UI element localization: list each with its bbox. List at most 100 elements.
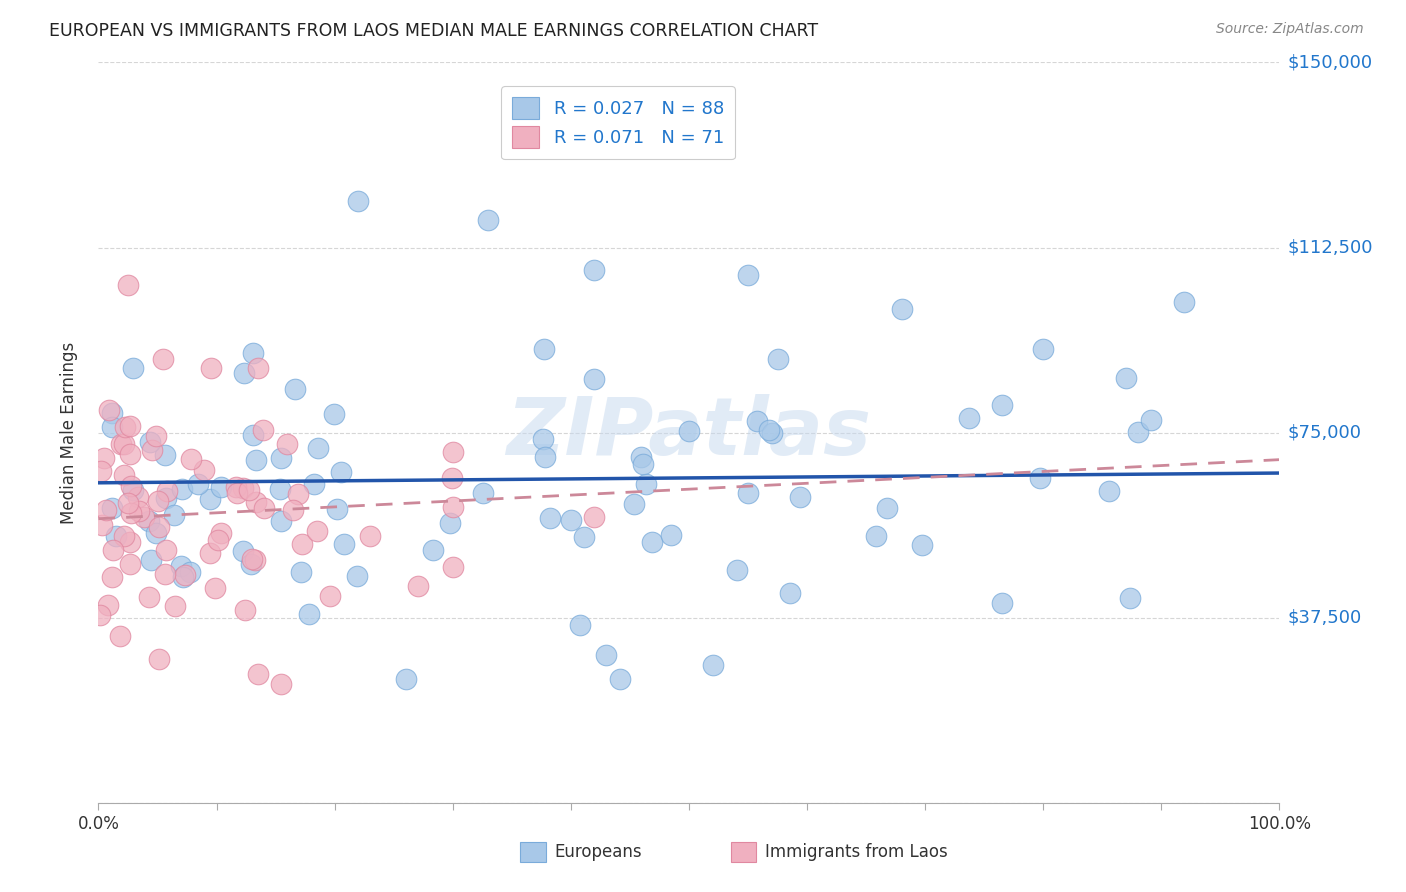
Point — [991, 398, 1014, 412]
Point — [333, 536, 356, 550]
Point — [148, 520, 170, 534]
Point — [572, 530, 595, 544]
Point — [238, 483, 260, 497]
Point — [284, 382, 307, 396]
Point — [276, 436, 298, 450]
Point — [1126, 425, 1149, 440]
Point — [114, 420, 136, 434]
Point — [112, 529, 135, 543]
Point — [233, 603, 256, 617]
Point — [1032, 342, 1054, 356]
Text: ZIPatlas: ZIPatlas — [506, 393, 872, 472]
Point — [232, 544, 254, 558]
Text: $150,000: $150,000 — [1288, 54, 1372, 71]
Point — [169, 558, 191, 573]
Point — [120, 479, 142, 493]
Point — [1173, 294, 1195, 309]
Point — [281, 502, 304, 516]
Point — [302, 477, 325, 491]
Point — [533, 342, 555, 356]
Point — [117, 277, 139, 292]
Point — [252, 423, 274, 437]
Point — [560, 513, 582, 527]
Point — [245, 552, 267, 566]
Point — [595, 648, 617, 662]
Point — [120, 558, 142, 572]
Point — [152, 351, 174, 366]
Point — [911, 538, 934, 552]
Point — [990, 595, 1012, 609]
Point — [472, 486, 495, 500]
Point — [110, 436, 132, 450]
Point — [141, 443, 163, 458]
Point — [139, 435, 162, 450]
Point — [209, 480, 232, 494]
Point — [761, 425, 783, 440]
Point — [132, 510, 155, 524]
Point — [120, 447, 142, 461]
Point — [439, 516, 461, 531]
Text: Immigrants from Laos: Immigrants from Laos — [765, 843, 948, 861]
Point — [347, 194, 370, 208]
Point — [101, 570, 124, 584]
Point — [323, 407, 346, 421]
Point — [138, 514, 160, 528]
Point — [326, 502, 349, 516]
Point — [609, 673, 631, 687]
Point — [531, 432, 554, 446]
Point — [245, 453, 267, 467]
Point — [209, 526, 232, 541]
Point — [253, 500, 276, 515]
Point — [122, 483, 145, 498]
Point — [186, 477, 208, 491]
Y-axis label: Median Male Earnings: Median Male Earnings — [59, 342, 77, 524]
Point — [623, 497, 645, 511]
Point — [153, 448, 176, 462]
Point — [117, 496, 139, 510]
Point — [172, 570, 194, 584]
Point — [957, 410, 980, 425]
Point — [246, 667, 269, 681]
Point — [789, 490, 811, 504]
Point — [758, 423, 780, 437]
Point — [233, 367, 256, 381]
Text: Source: ZipAtlas.com: Source: ZipAtlas.com — [1216, 22, 1364, 37]
Point — [170, 482, 193, 496]
Point — [155, 491, 177, 505]
Point — [441, 445, 464, 459]
Point — [270, 450, 292, 465]
Point — [533, 450, 555, 465]
Point — [745, 413, 768, 427]
Point — [737, 268, 759, 282]
Point — [97, 598, 120, 612]
Point — [865, 529, 887, 543]
Point — [359, 529, 381, 543]
Point — [145, 526, 167, 541]
Point — [240, 552, 263, 566]
Point — [204, 581, 226, 595]
Point — [766, 352, 789, 367]
Point — [145, 429, 167, 443]
Point — [193, 463, 215, 477]
Point — [105, 529, 128, 543]
Point — [101, 419, 124, 434]
Point — [93, 451, 115, 466]
Point — [630, 450, 652, 465]
Point — [112, 468, 135, 483]
Point — [1098, 483, 1121, 498]
Point — [725, 563, 748, 577]
Point — [120, 506, 142, 520]
Text: EUROPEAN VS IMMIGRANTS FROM LAOS MEDIAN MALE EARNINGS CORRELATION CHART: EUROPEAN VS IMMIGRANTS FROM LAOS MEDIAN … — [49, 22, 818, 40]
Point — [112, 437, 135, 451]
Point — [127, 490, 149, 504]
Point — [180, 452, 202, 467]
Legend: R = 0.027   N = 88, R = 0.071   N = 71: R = 0.027 N = 88, R = 0.071 N = 71 — [502, 87, 735, 159]
Point — [207, 533, 229, 547]
Point — [174, 568, 197, 582]
Point — [307, 441, 329, 455]
Point — [103, 542, 125, 557]
Point — [120, 419, 142, 434]
Point — [101, 500, 124, 515]
Point — [876, 501, 898, 516]
Point — [441, 560, 464, 574]
